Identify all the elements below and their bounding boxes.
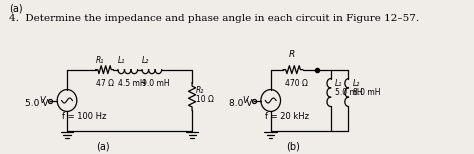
Text: V: V	[39, 95, 45, 105]
Text: 5.0 V: 5.0 V	[25, 99, 48, 107]
Text: R: R	[289, 50, 295, 59]
Text: 10 Ω: 10 Ω	[196, 95, 213, 104]
Text: 9.0 mH: 9.0 mH	[142, 79, 170, 88]
Text: 5.0 mH: 5.0 mH	[335, 88, 363, 97]
Text: i: i	[252, 99, 254, 103]
Text: 47 Ω: 47 Ω	[96, 79, 114, 88]
Text: 4.  Determine the impedance and phase angle in each circuit in Figure 12–57.: 4. Determine the impedance and phase ang…	[9, 14, 419, 23]
Text: 8.0 mH: 8.0 mH	[353, 88, 381, 97]
Text: f = 100 Hz: f = 100 Hz	[62, 112, 106, 122]
Text: L₂: L₂	[353, 79, 360, 88]
Text: R₁: R₁	[96, 56, 104, 65]
Text: L₂: L₂	[142, 56, 149, 65]
Text: (a): (a)	[9, 4, 23, 14]
Text: R₂: R₂	[196, 86, 204, 95]
Text: 470 Ω: 470 Ω	[285, 79, 308, 88]
Text: (b): (b)	[286, 141, 300, 151]
Text: f = 20 kHz: f = 20 kHz	[265, 112, 310, 122]
Text: V: V	[243, 95, 248, 105]
Text: L₁: L₁	[335, 79, 342, 88]
Text: 4.5 mH: 4.5 mH	[118, 79, 146, 88]
Text: 8.0 V: 8.0 V	[228, 99, 252, 107]
Text: i: i	[48, 99, 50, 103]
Text: L₁: L₁	[118, 56, 125, 65]
Text: (a): (a)	[96, 141, 109, 151]
